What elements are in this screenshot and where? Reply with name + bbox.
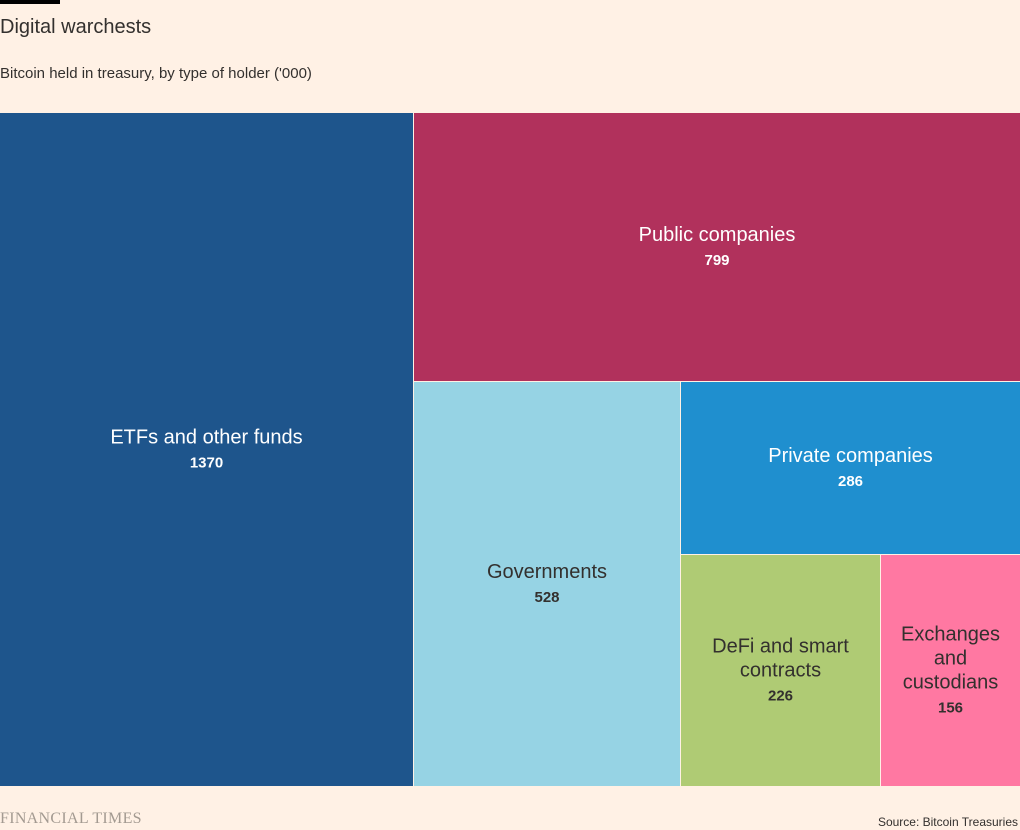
chart-subtitle: Bitcoin held in treasury, by type of hol… <box>0 65 312 82</box>
treemap-value: 286 <box>838 473 863 490</box>
treemap-chart: ETFs and other funds 1370 Public companies… <box>0 113 1020 786</box>
treemap-cell-public-companies: Public companies 799 <box>414 113 1020 381</box>
treemap-rect <box>414 382 680 786</box>
treemap-value: 156 <box>938 700 963 717</box>
top-accent-bar <box>0 0 60 4</box>
treemap-label: ETFs and other funds <box>110 427 302 449</box>
treemap-cell-etfs-and-other-funds: ETFs and other funds 1370 <box>0 113 413 786</box>
treemap-label: Public companies <box>639 224 796 246</box>
treemap-cell-private-companies: Private companies 286 <box>681 382 1020 554</box>
treemap-rect <box>681 555 880 786</box>
treemap-rect <box>0 113 413 786</box>
treemap-value: 1370 <box>190 455 223 472</box>
ft-logo: FINANCIAL TIMES <box>0 810 142 827</box>
treemap-label: Private companies <box>768 445 933 467</box>
treemap-value: 528 <box>534 589 559 606</box>
treemap-rect <box>681 382 1020 554</box>
treemap-label: DeFi and smart contracts <box>712 636 849 682</box>
treemap-cell-exchanges-and-custodians: Exchanges and custodians 156 <box>881 555 1020 786</box>
treemap-value: 799 <box>704 252 729 269</box>
treemap-cell-governments: Governments 528 <box>414 382 680 786</box>
source-note: Source: Bitcoin Treasuries <box>877 815 1018 829</box>
chart-title: Digital warchests <box>0 16 152 38</box>
treemap-cell-defi-and-smart-contracts: DeFi and smart contracts 226 <box>681 555 880 786</box>
treemap-label: Governments <box>487 561 607 583</box>
treemap-rect <box>414 113 1020 381</box>
treemap-label: Exchanges and custodians <box>901 624 1000 694</box>
treemap-value: 226 <box>768 688 793 705</box>
treemap-rect <box>881 555 1020 786</box>
